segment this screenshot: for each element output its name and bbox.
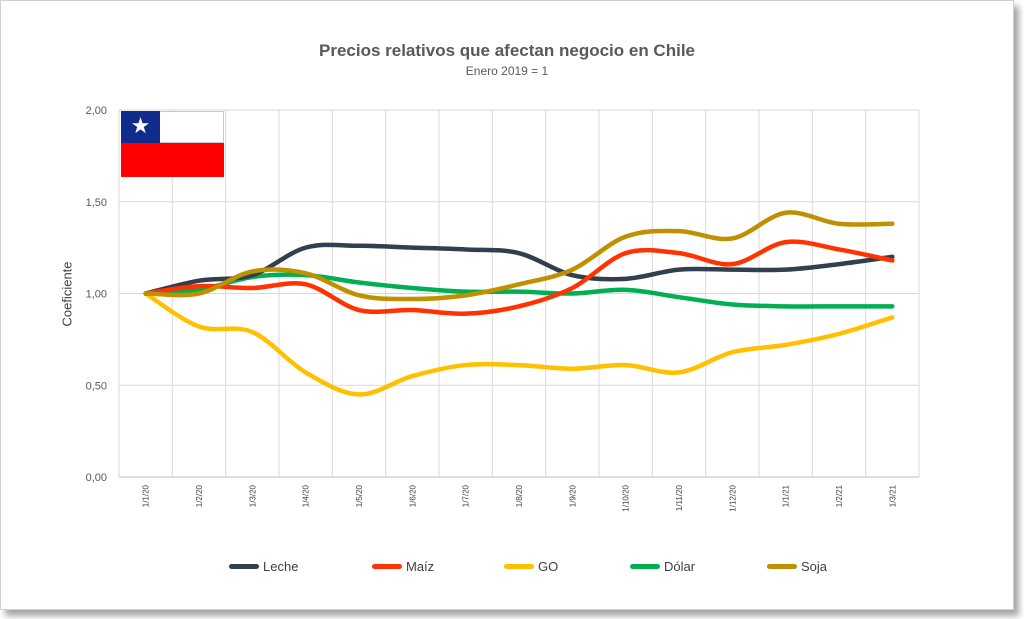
legend: Leche Maíz GO Dólar Soja: [1, 559, 1013, 581]
chile-flag-icon: ★: [121, 111, 224, 177]
y-tick-label: 0,50: [86, 380, 107, 392]
legend-label: Dólar: [664, 559, 696, 574]
y-tick-label: 2,00: [86, 105, 107, 117]
x-tick-label: 1/5/20: [355, 484, 364, 507]
x-tick-label: 1/9/20: [568, 484, 577, 507]
legend-item-dolar: Dólar: [630, 559, 695, 574]
flag-red-stripe: [121, 143, 224, 177]
series-line-go: [143, 291, 895, 397]
chart-subtitle: Enero 2019 = 1: [465, 64, 549, 78]
x-tick-label: 1/8/20: [515, 484, 524, 507]
y-tick-label: 1,50: [86, 197, 107, 209]
legend-swatch: [504, 564, 534, 569]
legend-swatch: [229, 564, 259, 569]
series-line-dolar: [143, 272, 895, 309]
x-tick-label: 1/4/20: [302, 484, 311, 507]
legend-label: Leche: [263, 559, 299, 574]
x-tick-label: 1/6/20: [408, 484, 417, 507]
x-tick-label: 1/10/20: [622, 484, 631, 511]
legend-swatch: [767, 564, 797, 569]
y-tick-label: 0,00: [86, 472, 107, 484]
star-icon: ★: [130, 114, 151, 139]
x-tick-label: 1/2/20: [195, 484, 204, 507]
x-tick-label: 1/7/20: [462, 484, 471, 507]
x-tick-label: 1/3/21: [888, 484, 897, 507]
x-tick-label: 1/11/20: [675, 484, 684, 511]
legend-item-soja: Soja: [767, 559, 827, 574]
x-tick-label: 1/1/21: [782, 484, 791, 507]
x-tick-label: 1/1/20: [142, 484, 151, 507]
flag-blue-canton: [121, 111, 160, 143]
plot-area: 0,00 0,50 1,00 1,50 2,00 1/1/20 1/2/20 1/3/20 1/…: [86, 105, 920, 512]
series-line-maiz: [143, 239, 895, 316]
x-tick-label: 1/2/21: [835, 484, 844, 507]
x-tick-label: 1/12/20: [728, 484, 737, 511]
series-line-soja: [143, 210, 895, 302]
chart-frame: Precios relativos que afectan negocio en…: [0, 0, 1014, 610]
legend-label: Soja: [801, 559, 828, 574]
legend-swatch: [372, 564, 402, 569]
legend-swatch: [630, 564, 660, 569]
legend-item-leche: Leche: [229, 559, 298, 574]
legend-label: Maíz: [406, 559, 435, 574]
y-tick-label: 1,00: [86, 289, 107, 301]
chart-title: Precios relativos que afectan negocio en…: [318, 41, 695, 60]
legend-item-go: GO: [504, 559, 558, 574]
legend-item-maiz: Maíz: [372, 559, 434, 574]
legend-label: GO: [538, 559, 559, 574]
x-tick-label: 1/3/20: [248, 484, 257, 507]
